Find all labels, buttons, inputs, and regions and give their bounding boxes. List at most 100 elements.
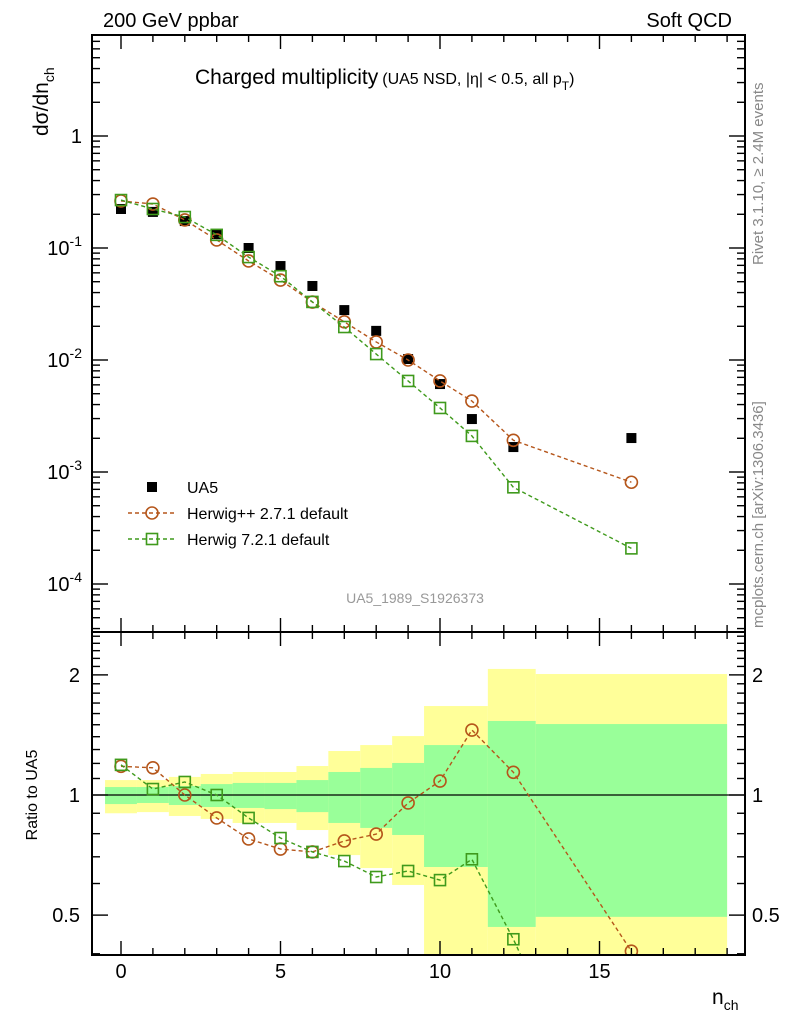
legend-label: Herwig++ 2.7.1 default — [187, 506, 349, 523]
ua5-point — [116, 203, 126, 214]
legend-label: Herwig 7.2.1 default — [187, 532, 330, 549]
legend-label: UA5 — [187, 480, 218, 497]
herwigpp-ratio-point — [624, 944, 639, 955]
herwigpp-ratio-point — [209, 811, 224, 825]
y-tick-base: 10 — [47, 462, 69, 484]
axis-ticks — [92, 35, 745, 955]
legend-item: UA5 — [147, 480, 218, 497]
x-axis-label: nch — [712, 986, 738, 1013]
legend-marker — [145, 532, 159, 546]
legend-marker — [147, 482, 157, 492]
y-tick-label: 1 — [71, 126, 82, 148]
herwigpp-ratio-point — [433, 774, 447, 788]
herwig7-point — [178, 210, 192, 224]
x-tick-label: 5 — [275, 961, 286, 983]
y-tick-label: 10-3 — [47, 457, 82, 484]
header-right: Soft QCD — [646, 10, 732, 32]
ua5-point — [626, 433, 637, 444]
herwig7-point — [114, 193, 128, 207]
herwigpp-ratio-point — [146, 760, 160, 775]
ratio-bands — [105, 668, 728, 955]
herwigpp-point — [401, 353, 415, 367]
herwigpp-point — [506, 433, 521, 448]
ratio-tick-label-left: 1 — [69, 785, 80, 807]
herwig7-ratio-point — [178, 775, 192, 789]
stat-uncertainty-band — [328, 771, 361, 823]
herwig7-point — [210, 228, 223, 242]
ratio-tick-label-right: 2 — [752, 665, 763, 687]
ua5-point — [147, 206, 158, 217]
herwigpp-ratio-point — [401, 796, 415, 810]
herwig7-point — [242, 250, 255, 264]
herwigpp-line — [120, 200, 632, 483]
herwig7-point — [625, 542, 638, 555]
y-tick-label: 10-1 — [47, 233, 82, 260]
herwigpp-ratio-point — [369, 827, 384, 841]
herwig7-point — [146, 202, 160, 216]
herwigpp-ratio-point — [178, 788, 192, 802]
stat-uncertainty-band — [392, 762, 425, 835]
herwig7-point — [401, 374, 415, 388]
ua5-point — [435, 379, 445, 390]
ua5-point — [243, 243, 254, 253]
ratio-tick-label-right: 1 — [752, 785, 763, 807]
herwigpp-ratio-point — [337, 834, 352, 848]
herwig7-ratio-point — [274, 831, 287, 845]
analysis-id: UA5_1989_S1926373 — [346, 590, 484, 606]
stat-uncertainty-band — [296, 780, 329, 813]
herwig7-ratio-point — [210, 788, 223, 802]
ratio-tick-label-left: 2 — [69, 665, 80, 687]
herwig7-ratio-point — [433, 873, 447, 887]
legend-item: Herwig 7.2.1 default — [128, 532, 330, 549]
herwig7-ratio-point — [306, 845, 319, 859]
stat-uncertainty-band — [535, 724, 728, 917]
ua5-point — [275, 261, 286, 272]
ua5-point — [339, 305, 350, 316]
herwigpp-ratio-point — [506, 765, 521, 780]
herwig7-point — [369, 347, 383, 361]
x-tick-label: 10 — [429, 961, 451, 983]
y-tick-exponent: -4 — [70, 569, 83, 585]
ratio-tick-label-left: 0.5 — [52, 905, 80, 927]
herwigpp-point — [465, 394, 479, 408]
herwigpp-ratio-point — [465, 723, 479, 737]
herwig7-ratio-point — [369, 870, 383, 884]
stat-uncertainty-band — [360, 767, 393, 828]
herwigpp-point — [433, 374, 447, 388]
side-text-rivet: Rivet 3.1.10, ≥ 2.4M events — [750, 83, 767, 266]
y-tick-base: 10 — [47, 238, 69, 260]
ratio-y-axis-label: Ratio to UA5 — [24, 750, 41, 841]
side-text-mcplots: mcplots.cern.ch [arXiv:1306.3436] — [750, 401, 767, 628]
x-tick-label: 15 — [588, 961, 610, 983]
stat-uncertainty-band — [424, 745, 488, 868]
herwig7-point — [337, 320, 351, 334]
herwig7-ratio-point — [242, 811, 255, 825]
y-tick-base: 10 — [47, 574, 69, 596]
herwigpp-ratio-point — [241, 832, 256, 846]
herwig7-ratio-point — [337, 854, 351, 868]
y-tick-base: 10 — [47, 350, 69, 372]
stat-uncertainty-band — [264, 782, 297, 810]
y-tick-label: 10-4 — [47, 569, 82, 596]
y-tick-label: 10-2 — [47, 345, 82, 372]
herwig7-ratio-point — [146, 782, 160, 796]
herwig7-point — [433, 401, 447, 415]
plot-title: Charged multiplicity (UA5 NSD, |η| < 0.5,… — [195, 66, 574, 93]
y-tick-base: 1 — [71, 126, 82, 148]
herwig7-point — [306, 295, 319, 309]
ua5-point — [307, 280, 318, 291]
main-plot-data — [114, 193, 639, 555]
header-left: 200 GeV ppbar — [103, 10, 239, 32]
herwig7-ratio-point — [114, 758, 128, 772]
herwig7-ratio-point — [401, 864, 415, 878]
y-tick-exponent: -3 — [70, 457, 83, 473]
stat-uncertainty-band — [487, 720, 536, 927]
legend-item: Herwig++ 2.7.1 default — [128, 506, 349, 523]
ratio-frame — [91, 631, 746, 956]
herwig7-ratio-point — [507, 932, 520, 946]
y-tick-exponent: -1 — [70, 233, 83, 249]
ratio-plot-data — [114, 723, 639, 955]
ua5-point — [371, 325, 382, 336]
